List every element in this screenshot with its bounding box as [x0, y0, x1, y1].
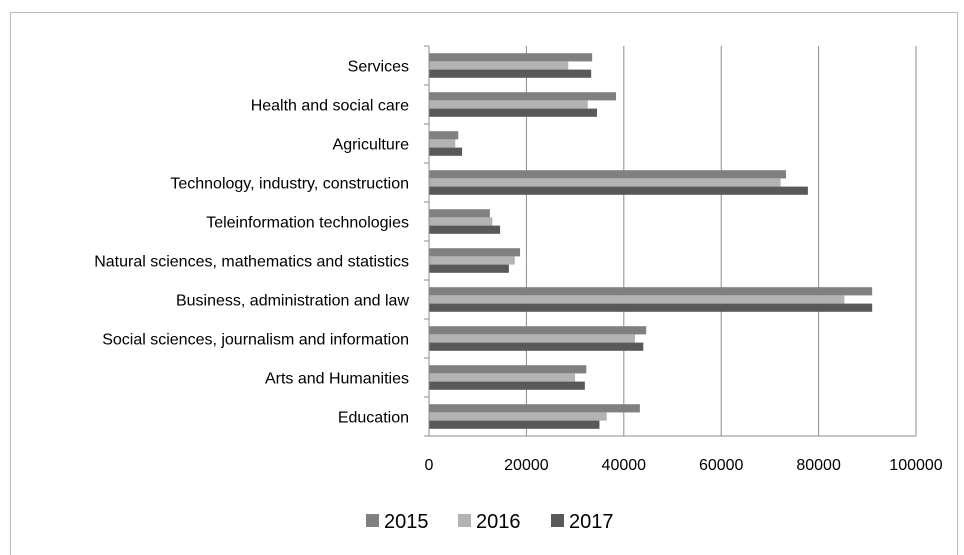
bar-2015	[429, 92, 617, 101]
category-label: Education	[338, 410, 409, 427]
legend-label-2015: 2015	[384, 511, 429, 533]
bar-2017	[429, 108, 598, 117]
bar-2017	[429, 342, 644, 351]
bar-2016	[429, 412, 607, 421]
x-tick-label: 80000	[796, 457, 841, 474]
bar-2015	[429, 248, 521, 257]
x-tick-labels: 0 20000 40000 60000 80000 100000	[425, 457, 943, 474]
bar-2016	[429, 334, 636, 343]
category-label: Natural sciences, mathematics and statis…	[94, 254, 409, 271]
bar-2017	[429, 225, 501, 234]
category-label: Teleinformation technologies	[206, 215, 409, 232]
category-label: Technology, industry, construction	[170, 176, 409, 193]
bar-2015	[429, 326, 647, 335]
category-label: Health and social care	[251, 98, 409, 115]
bar-2017	[429, 420, 600, 429]
bar-2016	[429, 256, 515, 265]
bar-2017	[429, 69, 592, 78]
bar-2015	[429, 287, 873, 296]
category-labels: Education Arts and Humanities Social scie…	[94, 59, 409, 427]
bar-2015	[429, 53, 593, 62]
category-label: Agriculture	[333, 137, 410, 154]
bar-2015	[429, 131, 459, 140]
legend-swatch-2015	[366, 514, 379, 527]
axes	[424, 45, 916, 437]
x-tick-label: 60000	[699, 457, 744, 474]
category-label: Business, administration and law	[176, 293, 409, 310]
legend-label-2017: 2017	[569, 511, 614, 533]
bar-2017	[429, 186, 808, 195]
x-tick-label: 20000	[504, 457, 549, 474]
legend-swatch-2017	[551, 514, 564, 527]
x-tick-label: 0	[425, 457, 434, 474]
x-tick-label: 100000	[889, 457, 942, 474]
bar-2017	[429, 381, 585, 390]
bar-2015	[429, 170, 786, 179]
legend-label-2016: 2016	[476, 511, 521, 533]
legend-swatch-2016	[458, 514, 471, 527]
bar-2016	[429, 61, 569, 70]
bar-2015	[429, 365, 587, 374]
bar-2017	[429, 147, 463, 156]
bar-2015	[429, 404, 640, 413]
x-tick-label: 40000	[602, 457, 647, 474]
bar-2016	[429, 217, 493, 226]
bar-2015	[429, 209, 490, 218]
bar-2017	[429, 303, 873, 312]
category-label: Social sciences, journalism and informat…	[102, 332, 409, 349]
bar-2016	[429, 295, 845, 304]
bars	[429, 53, 873, 429]
category-label: Services	[348, 59, 409, 76]
bar-2016	[429, 178, 781, 187]
bar-2016	[429, 100, 588, 109]
category-label: Arts and Humanities	[265, 371, 409, 388]
bar-2016	[429, 373, 576, 382]
legend: 2015 2016 2017	[366, 511, 614, 533]
bar-2017	[429, 264, 509, 273]
bar-2016	[429, 139, 456, 148]
